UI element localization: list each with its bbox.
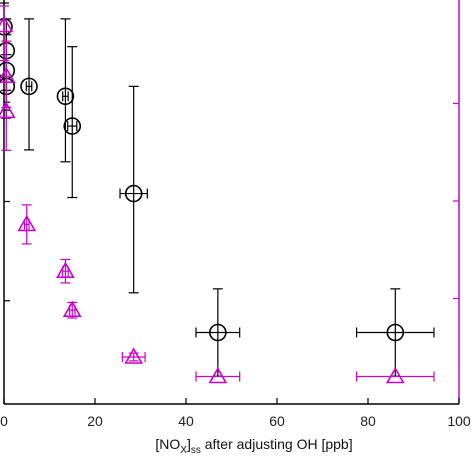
data-point [62, 300, 82, 319]
data-point [195, 366, 241, 384]
circle-marker [0, 41, 16, 60]
triangle-marker [0, 15, 14, 33]
circle-marker [63, 117, 82, 135]
triangle-marker [56, 261, 75, 279]
x-tick-label: 20 [87, 413, 103, 429]
triangle-marker [62, 300, 82, 318]
data-point [56, 258, 75, 284]
x-axis-ticks: 0 20 40 60 80 100 [0, 398, 471, 429]
series-triangle [0, 5, 435, 384]
triangle-marker [385, 366, 405, 384]
x-tick-label: 40 [178, 413, 194, 429]
circle-marker [0, 77, 16, 96]
circle-marker [124, 184, 143, 203]
x-axis-title: [NOX]ss after adjusting OH [ppb] [155, 436, 352, 456]
x-tick-label: 0 [0, 413, 8, 429]
triangle-marker [17, 214, 37, 232]
data-point [63, 46, 82, 199]
data-point [121, 347, 146, 364]
data-point [17, 204, 37, 245]
circle-marker [56, 87, 75, 106]
series-layer [0, 2, 435, 384]
series-circle [0, 2, 435, 377]
data-point [195, 288, 241, 377]
x-tick-label: 80 [360, 413, 376, 429]
data-point [0, 40, 16, 109]
triangle-marker [0, 101, 16, 119]
data-point [119, 85, 148, 294]
data-point [0, 5, 14, 62]
data-point [356, 288, 435, 377]
data-point [20, 18, 38, 151]
data-point [56, 18, 75, 163]
circle-marker [386, 323, 405, 342]
data-point [0, 75, 16, 151]
data-point [356, 366, 435, 384]
circle-marker [20, 77, 38, 96]
x-tick-label: 60 [269, 413, 285, 429]
x-tick-label: 100 [447, 413, 471, 429]
triangle-marker [124, 347, 144, 364]
circle-marker [209, 323, 227, 342]
triangle-marker [208, 366, 228, 384]
